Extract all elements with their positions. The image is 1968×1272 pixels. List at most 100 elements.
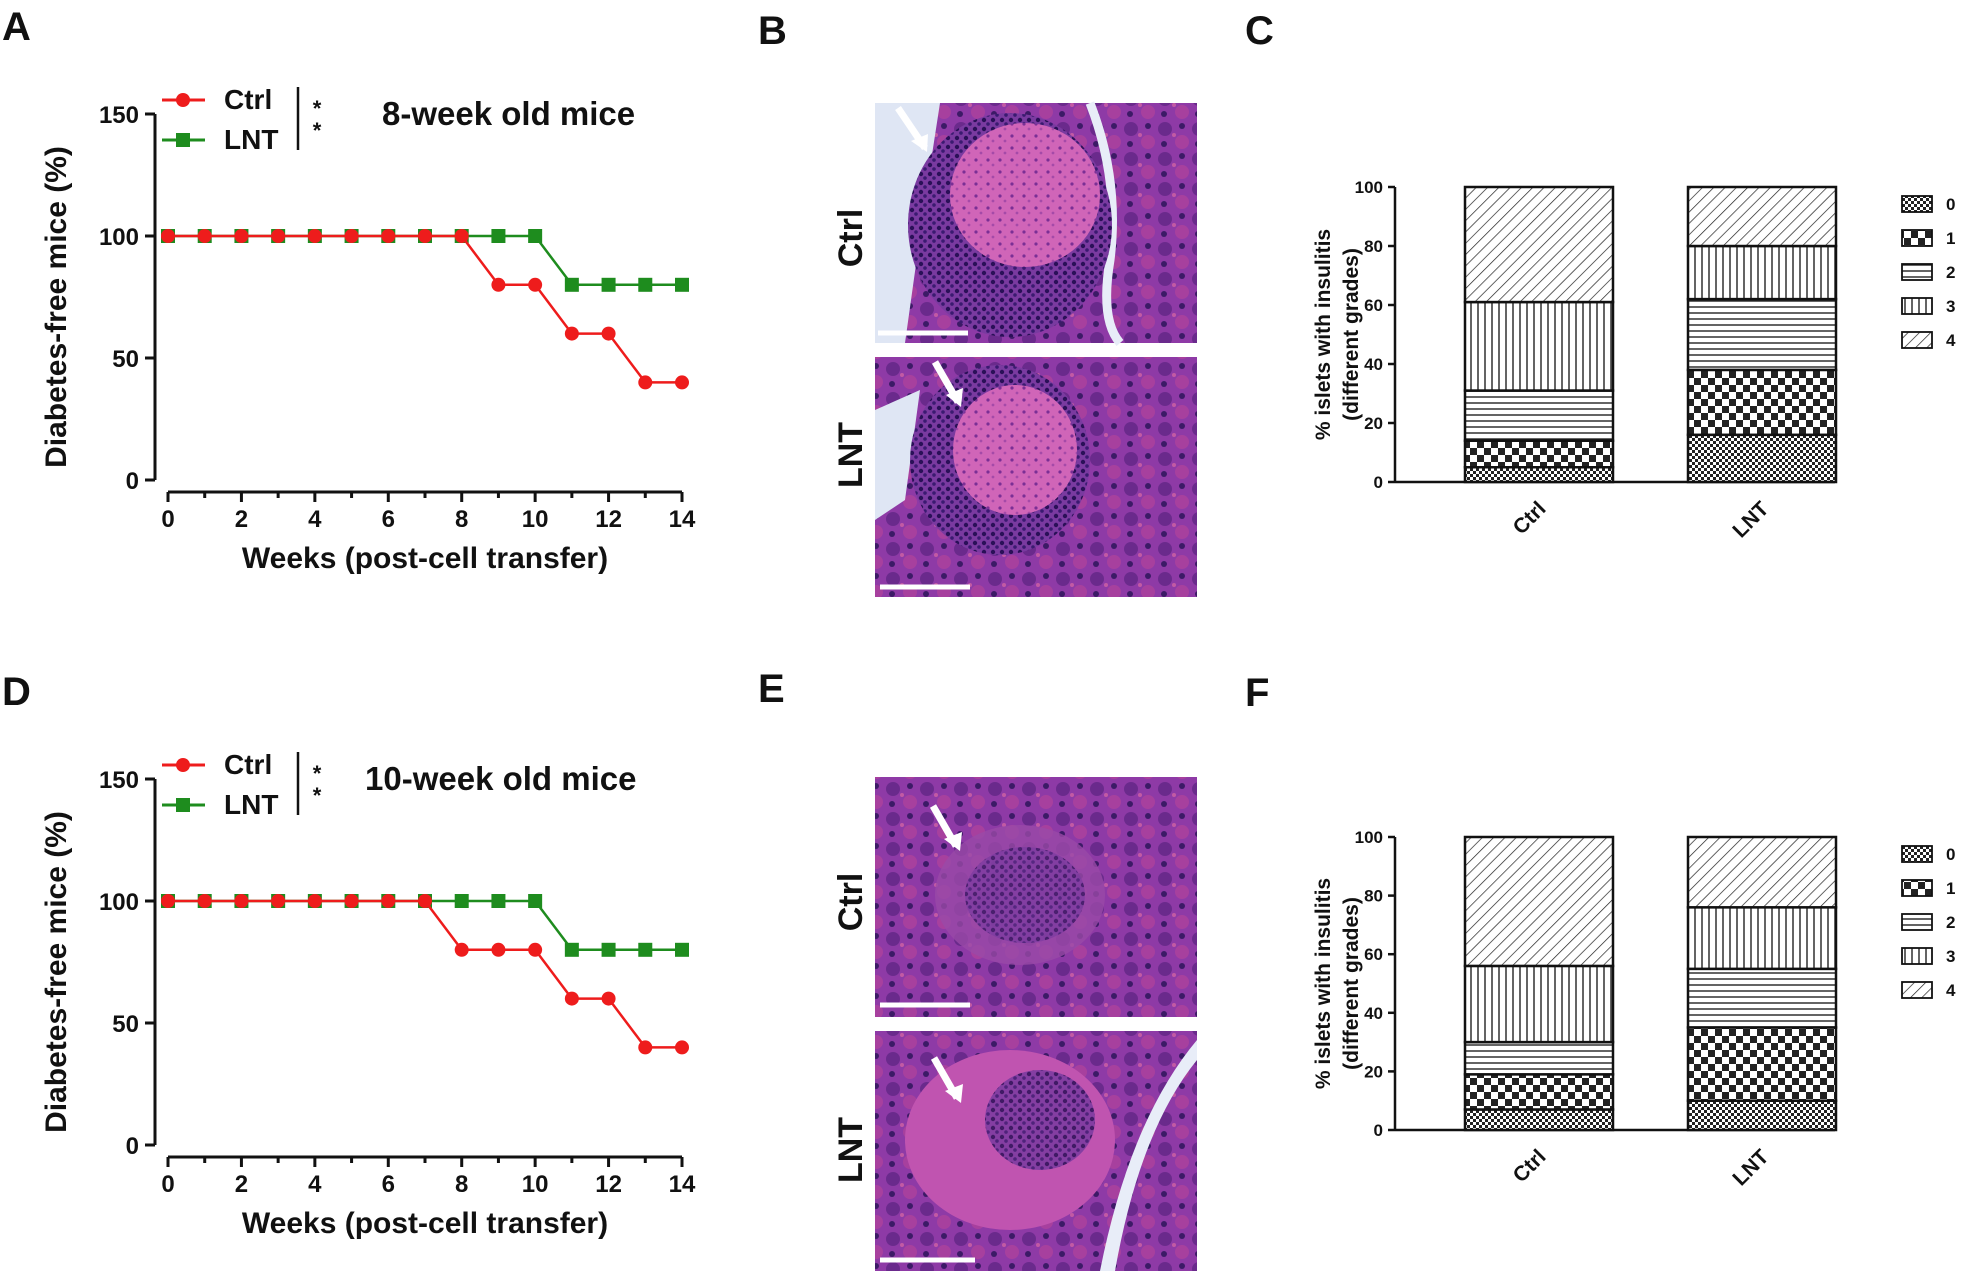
x-tick-label: 4 (308, 1171, 322, 1198)
legend-marker (176, 758, 190, 772)
data-point (307, 894, 322, 908)
data-point (528, 942, 543, 957)
data-point (675, 942, 689, 957)
x-tick-label: 2 (235, 506, 248, 533)
x-tick-label: 0 (161, 1171, 174, 1198)
data-point (601, 326, 616, 341)
data-point (381, 229, 396, 243)
y-axis-label: Diabetes-free mice (%) (40, 146, 73, 468)
x-tick-label: 6 (382, 1171, 395, 1198)
data-point (161, 894, 175, 908)
histology-image-ctrl-B (875, 101, 1197, 346)
y-tick-label: 0 (1374, 1121, 1383, 1140)
bar-segment-grade-0 (1686, 433, 1838, 484)
legend-swatch (1901, 229, 1933, 247)
data-point (271, 229, 286, 243)
legend-swatch (1901, 947, 1933, 965)
y-tick-label: 100 (99, 889, 139, 916)
series-line-ctrl (168, 234, 682, 384)
legend-label: 3 (1946, 947, 1955, 966)
legend-swatch (1901, 845, 1933, 863)
bar-segment-grade-2 (1463, 1040, 1615, 1076)
data-point (491, 277, 506, 292)
legend-label: 3 (1946, 297, 1955, 316)
data-point (344, 229, 359, 243)
bar-segment-grade-3 (1463, 300, 1615, 392)
y-tick-label: 20 (1364, 414, 1383, 433)
y-tick-label: 20 (1364, 1062, 1383, 1081)
legend-swatch (1901, 331, 1933, 349)
x-tick-label: Ctrl (1509, 497, 1551, 539)
histology-label-lnt-E: LNT (832, 1117, 870, 1183)
x-tick-label: LNT (1728, 1145, 1773, 1190)
y-tick-label: 0 (1374, 473, 1383, 492)
data-point (601, 942, 616, 957)
x-axis-label: Weeks (post-cell transfer) (242, 1207, 608, 1240)
data-point (381, 894, 396, 908)
x-tick-label: 6 (382, 506, 395, 533)
legend: Ctrl LNT ** (162, 84, 322, 155)
bar-segment-grade-3 (1463, 964, 1615, 1044)
legend-label: 0 (1946, 845, 1955, 864)
data-point (418, 894, 432, 908)
data-point (564, 991, 579, 1006)
panel-label-C: C (1245, 9, 1274, 53)
panel-label-D: D (2, 670, 31, 714)
legend-swatch (1901, 981, 1933, 999)
legend-marker (176, 798, 190, 812)
y-tick-label: 150 (99, 102, 139, 129)
bar-segment-grade-4 (1463, 835, 1615, 968)
y-axis-label: (different grades) (1340, 248, 1363, 421)
x-tick-label: 4 (308, 506, 322, 533)
x-tick-label: 10 (522, 506, 549, 533)
significance-star: * (313, 783, 322, 808)
x-tick-label: 12 (595, 1171, 622, 1198)
significance-star: * (313, 118, 322, 143)
data-point (418, 229, 432, 243)
y-tick-label: 80 (1364, 237, 1383, 256)
legend-label: 2 (1946, 263, 1955, 282)
bar-segment-grade-0 (1463, 1108, 1615, 1132)
legend-label: 0 (1946, 195, 1955, 214)
bar-segment-grade-4 (1463, 185, 1615, 304)
y-tick-label: 0 (126, 468, 139, 495)
y-axis-label: Diabetes-free mice (%) (40, 811, 73, 1133)
bar-segment-grade-3 (1686, 906, 1838, 971)
data-point (491, 894, 506, 908)
x-tick-label: 8 (455, 1171, 468, 1198)
histology-panel-E: E Ctrl LNT (758, 667, 1197, 1271)
data-point (675, 1040, 689, 1055)
data-point (675, 375, 689, 390)
data-point (601, 991, 616, 1006)
x-tick-label: 10 (522, 1171, 549, 1198)
y-tick-label: 80 (1364, 887, 1383, 906)
bar-segment-grade-1 (1463, 439, 1615, 469)
panel-label-B: B (758, 9, 787, 53)
bar-segment-grade-1 (1686, 368, 1838, 437)
x-tick-label: 14 (669, 506, 696, 533)
bar-stack-lnt (1686, 835, 1838, 1132)
x-tick-label: 8 (455, 506, 468, 533)
data-point (161, 229, 175, 243)
legend: 0 1 2 3 4 (1901, 195, 1956, 350)
y-tick-label: 50 (112, 346, 139, 373)
significance-star: * (313, 761, 322, 786)
legend-label: Ctrl (224, 84, 272, 115)
series-ctrl (161, 894, 689, 1055)
data-point (197, 894, 212, 908)
data-point (234, 894, 249, 908)
legend-label: LNT (224, 789, 278, 820)
x-tick-label: 12 (595, 506, 622, 533)
y-axis-label: % islets with insulitis (1312, 229, 1335, 440)
data-point (528, 277, 543, 292)
x-tick-label: LNT (1728, 497, 1773, 542)
y-tick-label: 40 (1364, 1004, 1383, 1023)
legend-label: 1 (1946, 229, 1955, 248)
bar-segment-grade-1 (1686, 1026, 1838, 1102)
data-point (638, 1040, 653, 1055)
data-point (344, 894, 359, 908)
legend-label: Ctrl (224, 749, 272, 780)
line-chart-A: A 0 50 100 150 0 2 4 6 8 10 12 14 Weeks (post-cell tr… (2, 5, 696, 575)
data-point (528, 229, 543, 243)
